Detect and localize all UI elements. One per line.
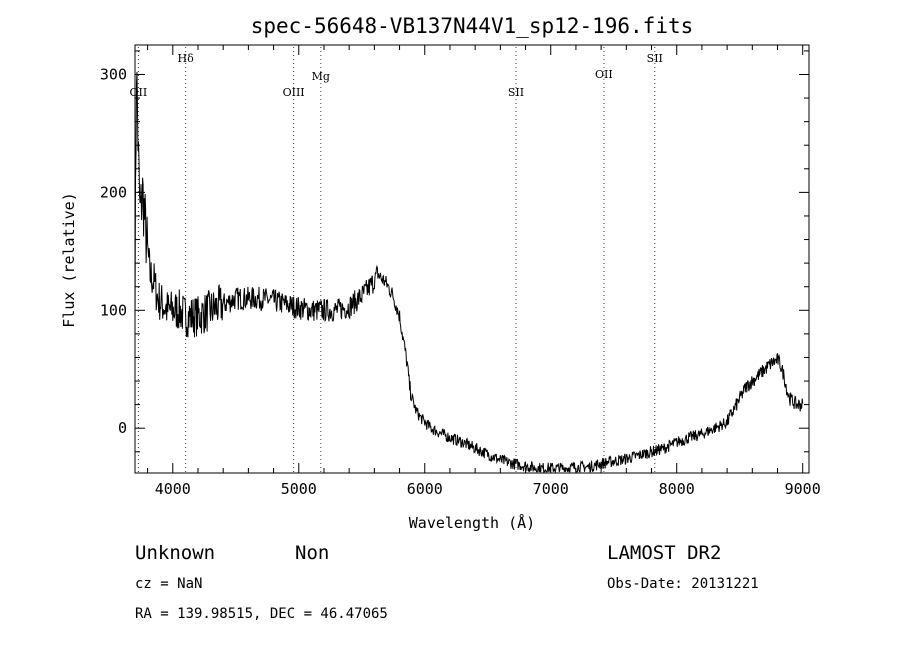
coordinates-text: RA = 139.98515, DEC = 46.47065 [135,606,388,622]
x-tick-label: 4000 [155,480,191,498]
emission-lines: OII Hδ OIII Mg SII OII SII [130,47,663,472]
x-tick-label: 5000 [281,480,317,498]
obs-date-text: Obs-Date: 20131221 [607,576,759,592]
y-tick-label: 0 [118,419,127,437]
axis-ticks: 4000 5000 6000 7000 8000 9000 0 100 200 300 [100,45,821,498]
emission-line-label: SII [508,86,524,99]
object-class: Unknown [135,542,215,564]
y-tick-label: 100 [100,301,127,319]
spectrum-line [134,71,804,474]
x-axis-label: Wavelength (Å) [409,513,535,532]
survey-name: LAMOST DR2 [607,542,721,564]
emission-line-label: OII [130,86,148,99]
y-axis-label: Flux (relative) [60,192,78,327]
plot-frame [134,44,810,474]
plot-area: OII Hδ OIII Mg SII OII SII [130,44,810,474]
emission-line-label: OIII [283,86,305,99]
emission-line-label: OII [595,68,613,81]
footer-info: Unknown Non LAMOST DR2 cz = NaN Obs-Date… [135,542,759,622]
y-tick-label: 300 [100,65,127,83]
x-tick-label: 8000 [659,480,695,498]
x-tick-label: 7000 [533,480,569,498]
y-tick-label: 200 [100,183,127,201]
x-tick-label: 9000 [785,480,821,498]
emission-line-label: Hδ [178,52,195,65]
redshift-text: cz = NaN [135,576,202,592]
object-subclass: Non [295,542,329,564]
emission-line-label: SII [647,52,663,65]
emission-line-label: Mg [312,70,330,83]
chart-title: spec-56648-VB137N44V1_sp12-196.fits [251,14,694,38]
x-tick-label: 6000 [407,480,443,498]
